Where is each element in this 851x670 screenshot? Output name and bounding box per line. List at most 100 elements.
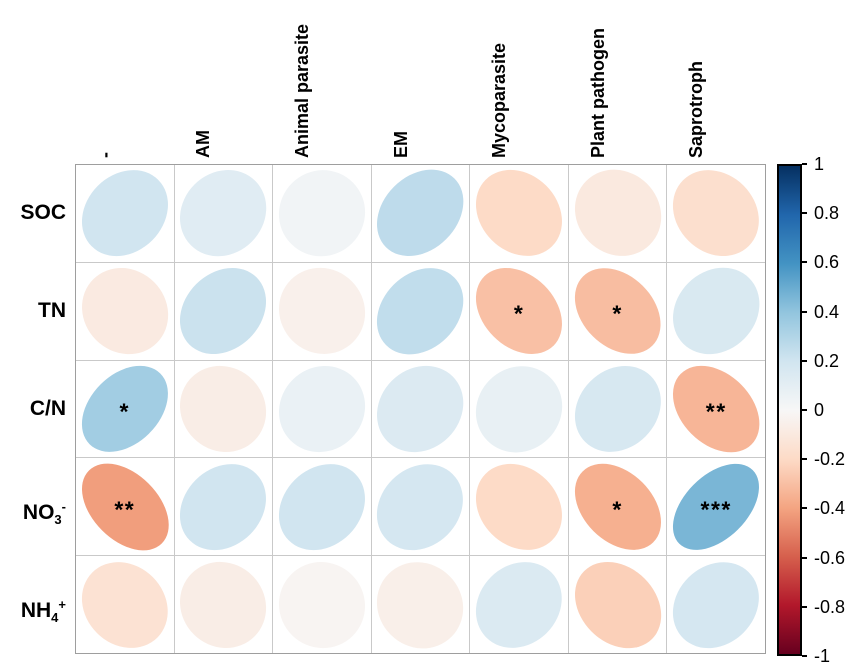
matrix-cell: ** [65,447,185,567]
matrix-cell [64,543,186,666]
column-label: - [94,152,115,158]
significance-stars: * [612,300,623,327]
row-label-text: C/N [29,397,66,420]
correlation-ellipse [359,446,482,568]
column-label: Saprotroph [686,61,707,158]
matrix-cell: * [557,446,678,567]
column-label: EM [390,131,411,158]
matrix-cell [162,446,284,568]
correlation-ellipse [655,544,777,666]
significance-stars: * [612,496,623,523]
matrix-cell [655,544,777,666]
matrix-cell [458,152,580,274]
matrix-cell [557,544,679,665]
matrix-cell [556,152,679,275]
significance-stars: * [119,398,131,425]
matrix-cell [655,250,777,372]
colorbar-tick-label: 0 [814,400,825,420]
matrix-cell: * [458,251,580,372]
matrix-cell [359,446,482,568]
matrix-cell [162,543,285,666]
colorbar-tick [802,605,807,608]
matrix-cell [64,152,186,274]
matrix-cell [458,543,580,666]
row-label: TN [0,298,66,324]
correlation-ellipse [261,348,383,470]
matrix-cell [360,250,481,372]
correlation-ellipse [458,348,580,470]
matrix-cell [458,446,580,568]
matrix-cell [162,152,285,275]
colorbar-tick-label: 0.2 [814,350,840,371]
correlation-ellipse [359,543,482,666]
correlation-ellipse [655,250,777,372]
row-label: NH4+ [0,592,66,631]
correlation-ellipse [360,250,481,372]
row-label-text: NO [22,500,55,524]
colorbar-tick-label: -0.2 [814,449,846,470]
correlation-ellipse [458,543,580,666]
significance-stars: ** [114,496,136,523]
colorbar-tick [802,655,807,657]
colorbar-tick [802,261,807,264]
correlation-ellipse [458,152,580,274]
colorbar-tick [802,556,807,559]
matrix-cell: * [557,251,678,372]
row-label-text: NH [20,598,52,622]
correlation-ellipse [655,152,777,274]
matrix-cell [261,152,383,275]
correlation-ellipse [64,152,186,274]
significance-stars: * [513,300,525,327]
significance-stars: ** [705,398,727,425]
colorbar-tick [802,458,807,461]
correlation-ellipse [261,543,383,666]
significance-stars: *** [700,496,732,523]
colorbar-tick [802,359,807,362]
row-label: SOC [0,200,66,226]
colorbar-tick-label: 0.8 [814,203,840,224]
correlation-ellipse [261,250,383,372]
row-label-superscript: - [61,498,66,514]
colorbar-tick-label: -0.8 [814,596,846,617]
colorbar-tick-label: -0.4 [814,498,846,519]
row-label: NO3- [0,494,66,533]
correlation-ellipse [162,446,284,568]
matrix-cell [359,348,482,470]
row-label-subscript: 4 [51,609,59,625]
correlation-matrix-grid: * * * ** ** * *** [64,152,777,666]
colorbar-tick [802,409,807,411]
colorbar-tick-label: -0.6 [814,547,846,568]
matrix-cell [162,348,285,470]
column-label: Animal parasite [291,23,312,158]
correlation-ellipse [261,446,383,568]
matrix-cell [557,348,679,470]
correlation-ellipse [64,250,186,372]
colorbar-tick-label: 0.4 [814,301,840,322]
matrix-cell [261,446,383,568]
colorbar-tick-label: -1 [814,646,831,666]
correlation-ellipse [360,153,481,274]
row-label: C/N [0,396,66,422]
correlation-ellipse [64,543,186,666]
matrix-cell [360,153,481,274]
correlation-ellipse [162,543,285,666]
correlation-ellipse [556,152,679,275]
colorbar-tick [802,163,807,165]
correlation-ellipse [162,348,285,470]
matrix-cell [359,543,482,666]
column-label: Mycoparasite [489,42,510,158]
column-label: Plant pathogen [587,28,608,158]
row-label-text: SOC [20,201,66,225]
matrix-cell: *** [657,447,776,566]
correlation-ellipse [557,348,679,470]
row-label-superscript: + [58,596,66,612]
correlation-ellipse [359,348,482,470]
correlation-ellipse [162,250,284,372]
colorbar-tick [802,507,807,510]
matrix-cell [261,543,383,666]
matrix-cell: ** [656,349,777,469]
correlation-ellipse [261,152,383,275]
colorbar [777,164,802,656]
colorbar-tick-label: 1 [814,154,825,174]
